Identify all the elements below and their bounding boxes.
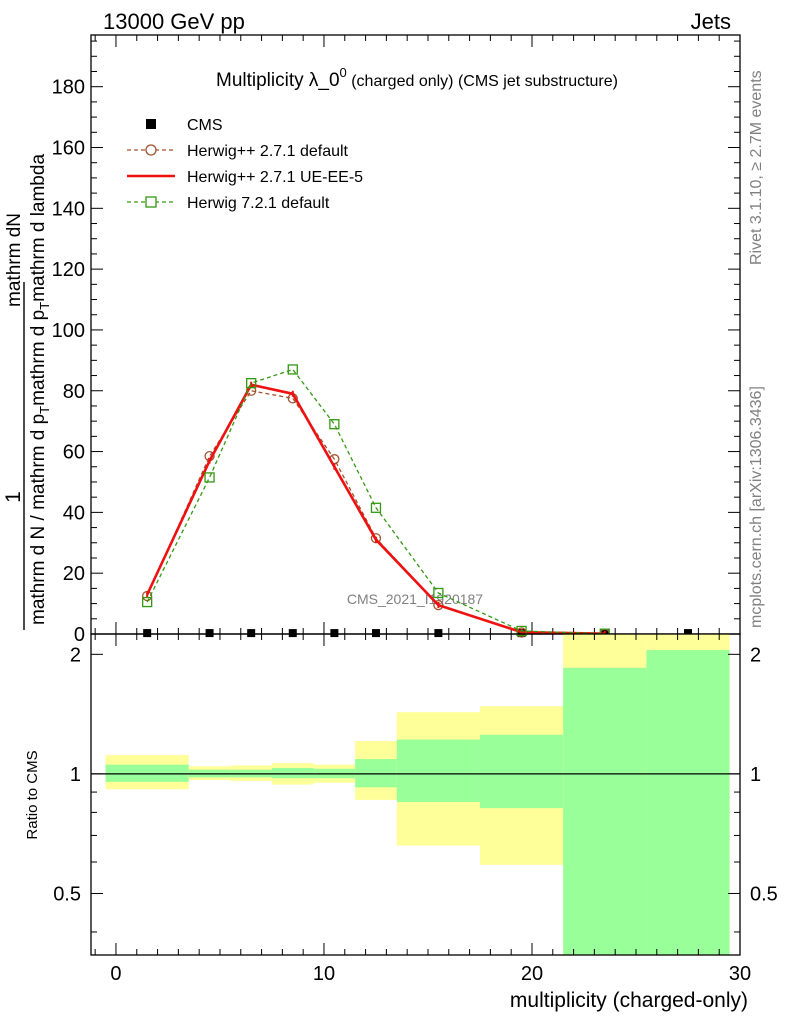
ratio-ylabel: Ratio to CMS: [24, 750, 41, 839]
y-tick-label: 60: [63, 442, 85, 464]
y-tick-label: 120: [52, 259, 85, 281]
ratio-y-axis: 0.5 0.5 1 1 2 2: [53, 644, 778, 933]
x-tick-label: 10: [313, 963, 335, 985]
header-energy: 13000 GeV pp: [103, 9, 245, 34]
y-tick-label: 0: [74, 624, 85, 646]
mcplots-label: mcplots.cern.ch [arXiv:1306.3436]: [748, 386, 765, 628]
ratio-band-green: [479, 734, 564, 809]
cms-data-point: [205, 629, 214, 638]
herwigpp-default-point: [433, 599, 444, 611]
ratio-y-tick-label-right: 1: [750, 764, 761, 786]
cms-data-point: [247, 629, 256, 638]
herwig7-point: [142, 596, 153, 608]
legend-marker-herwig7: [145, 196, 157, 208]
x-tick-label: 0: [110, 963, 121, 985]
ylabel-one: 1: [2, 491, 25, 503]
ratio-band-green: [355, 759, 397, 788]
watermark: CMS_2021_I1920187: [347, 591, 483, 607]
ratio-panel-frame: [90, 633, 741, 956]
herwig7-point: [329, 419, 340, 430]
y-tick-label: 80: [63, 381, 85, 403]
legend-marker-herwigpp-default: [145, 144, 157, 156]
ratio-band-green: [105, 764, 189, 782]
y-tick-label: 180: [52, 77, 85, 99]
main-series-layer: [142, 364, 692, 639]
cms-data-point: [371, 629, 380, 638]
x-tick-label: 20: [521, 963, 543, 985]
y-tick-label: 140: [52, 198, 85, 220]
ratio-y-tick-label-right: 2: [750, 644, 761, 666]
ratio-y-tick-label: 1: [70, 764, 81, 786]
ratio-y-tick-label: 0.5: [53, 883, 81, 905]
cms-data-point: [434, 629, 443, 638]
ratio-band-green: [396, 739, 480, 802]
plot-title-main: Multiplicity λ_0: [216, 70, 340, 91]
y-tick-label: 20: [63, 563, 85, 585]
ratio-y-tick-label-right: 0.5: [750, 883, 778, 905]
legend-marker-cms: [146, 119, 156, 129]
legend: CMS Herwig++ 2.7.1 default Herwig++ 2.7.1 …: [127, 117, 363, 212]
ylabel-denominator: mathrm d N / mathrm d pTmathrm d pTmathr…: [28, 154, 52, 625]
ratio-band-green: [563, 667, 647, 955]
cms-data-point: [143, 629, 152, 638]
cms-data-point: [683, 629, 692, 638]
herwig7-point: [516, 625, 527, 637]
legend-label: Herwig++ 2.7.1 UE-EE-5: [187, 169, 363, 186]
ratio-bands: [105, 634, 730, 955]
legend-label: CMS: [187, 117, 223, 134]
ratio-band-green: [646, 650, 730, 955]
herwig7-point: [246, 377, 257, 389]
herwig7-point: [433, 587, 444, 599]
main-y-axis: 0 20 40 60 80 100 120 140 160 180: [52, 40, 740, 646]
plot-title-suffix: (charged only) (CMS jet substructure): [347, 73, 618, 90]
herwig7-point: [204, 472, 215, 483]
cms-data-point: [288, 629, 297, 638]
rivet-label: Rivet 3.1.10, ≥ 2.7M events: [748, 70, 765, 265]
ratio-panel: 0.5 0.5 1 1 2 2 0 10 20 30 Ratio to CMS multipli…: [24, 633, 778, 1012]
plot-title: Multiplicity λ_00 (charged only) (CMS je…: [216, 65, 618, 91]
y-tick-label: 100: [52, 320, 85, 342]
x-axis-label: multiplicity (charged-only): [510, 989, 748, 1012]
main-x-ticks: [94, 35, 741, 634]
y-tick-label: 160: [52, 138, 85, 160]
cms-data-point: [330, 629, 339, 638]
header-process: Jets: [691, 9, 731, 34]
ylabel-frac-num: mathrm dN: [4, 213, 25, 307]
ratio-x-axis: 0 10 20 30: [94, 634, 751, 985]
ratio-y-tick-label: 2: [70, 644, 81, 666]
herwig7-point: [370, 502, 382, 513]
main-y-label: 1 mathrm d N / mathrm d pTmathrm d pTmat…: [2, 154, 52, 630]
ratio-band-green: [271, 767, 314, 779]
x-tick-label: 30: [729, 963, 751, 985]
plot-title-sup: 0: [340, 65, 347, 80]
legend-label: Herwig 7.2.1 default: [187, 195, 330, 212]
legend-label: Herwig++ 2.7.1 default: [187, 143, 349, 160]
y-tick-label: 40: [63, 502, 85, 524]
main-panel: 0 20 40 60 80 100 120 140 160 180 CMS_2021_I19201…: [2, 34, 741, 646]
herwig7-point: [287, 364, 298, 375]
